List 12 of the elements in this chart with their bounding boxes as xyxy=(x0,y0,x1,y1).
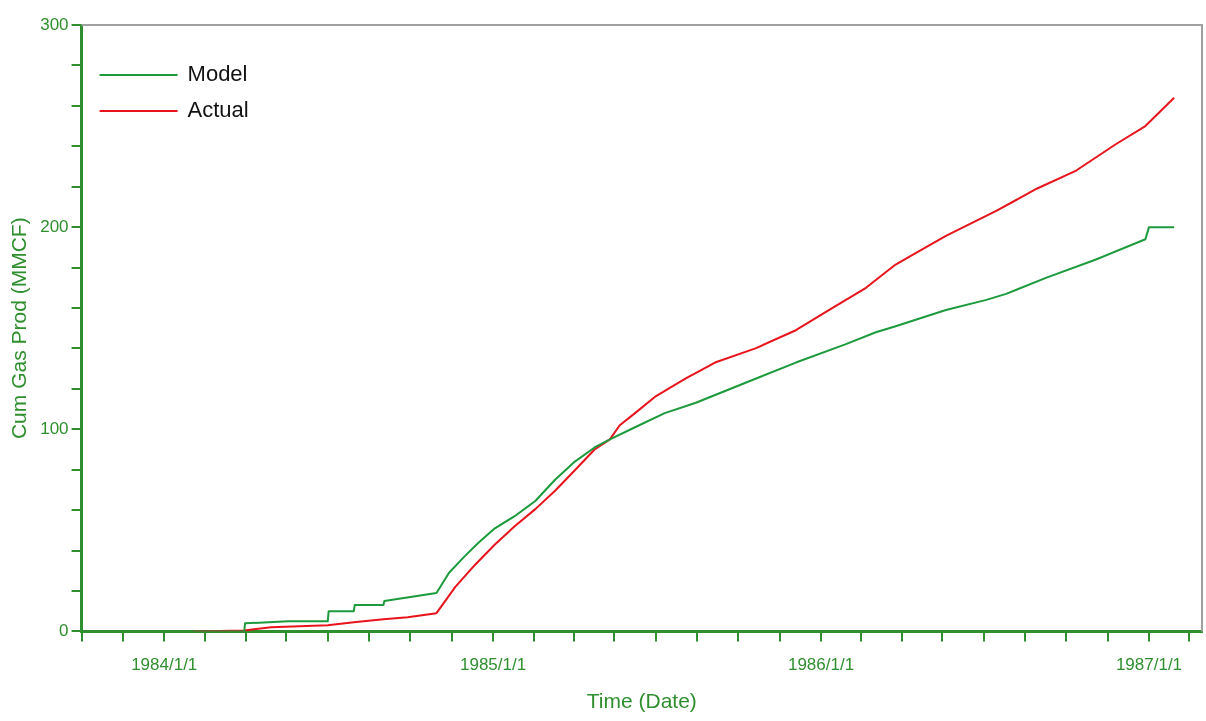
y-tick-label: 100 xyxy=(40,418,69,438)
y-axis-title: Cum Gas Prod (MMCF) xyxy=(7,217,31,440)
x-tick-label: 1985/1/1 xyxy=(459,655,527,675)
x-tick-label: 1987/1/1 xyxy=(1115,655,1183,675)
x-axis-title: Time (Date) xyxy=(586,689,697,713)
y-tick-label: 300 xyxy=(40,14,69,34)
y-tick-label: 200 xyxy=(40,216,69,236)
legend-label: Model xyxy=(187,61,248,87)
x-tick-label: 1986/1/1 xyxy=(787,655,855,675)
x-tick-label: 1984/1/1 xyxy=(131,655,198,675)
legend-label: Actual xyxy=(187,97,249,123)
y-tick-label: 0 xyxy=(59,621,69,641)
